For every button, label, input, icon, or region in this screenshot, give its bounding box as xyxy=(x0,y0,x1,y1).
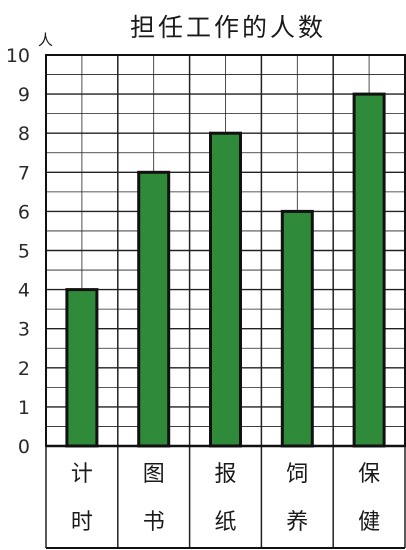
category-label: 饲养 xyxy=(286,462,308,535)
y-tick-label: 3 xyxy=(18,319,30,341)
y-tick-label: 2 xyxy=(18,358,30,380)
category-label-char: 健 xyxy=(358,510,380,535)
bar-图书 xyxy=(137,170,171,448)
category-label: 报纸 xyxy=(214,462,236,535)
y-tick-label: 9 xyxy=(18,84,30,106)
category-label-char: 图 xyxy=(143,462,165,487)
y-tick-label: 8 xyxy=(18,123,30,145)
category-label-char: 保 xyxy=(358,462,380,487)
y-tick-label: 10 xyxy=(6,45,30,67)
plot-frame xyxy=(45,54,406,549)
category-label-char: 书 xyxy=(143,510,165,535)
category-label-char: 饲 xyxy=(286,462,308,487)
category-label: 保健 xyxy=(358,462,380,535)
y-tick-label: 6 xyxy=(18,201,30,223)
category-label-char: 纸 xyxy=(214,510,236,535)
y-axis-unit-label: 人 xyxy=(38,31,53,49)
category-label: 图书 xyxy=(143,462,165,535)
category-label-char: 计 xyxy=(71,462,93,487)
chart-title: 担任工作的人数 xyxy=(130,13,326,42)
y-tick-label: 5 xyxy=(18,241,30,263)
bar-计时 xyxy=(65,288,99,448)
bar-保健 xyxy=(352,92,386,448)
bar-报纸 xyxy=(209,131,242,448)
category-label-char: 养 xyxy=(286,510,308,535)
category-label-char: 时 xyxy=(71,510,93,535)
bar-饲养 xyxy=(280,209,314,448)
category-label: 计时 xyxy=(71,462,93,535)
category-label-char: 报 xyxy=(214,462,236,487)
y-tick-labels: 0 1 2 3 4 5 6 7 8 9 10 xyxy=(6,45,30,458)
y-tick-label: 4 xyxy=(18,280,30,302)
y-tick-label: 0 xyxy=(18,436,30,458)
y-tick-label: 7 xyxy=(18,162,30,184)
y-tick-label: 1 xyxy=(18,397,30,419)
